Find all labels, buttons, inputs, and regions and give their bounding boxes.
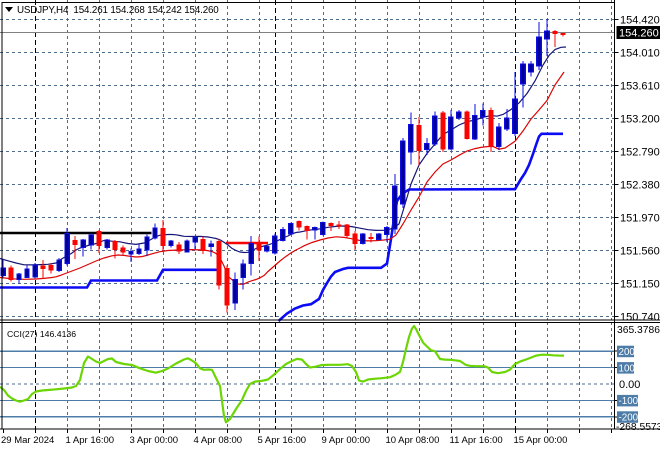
svg-text:200: 200 (619, 347, 636, 358)
svg-text:9 Apr 00:00: 9 Apr 00:00 (322, 435, 371, 446)
svg-text:151.970: 151.970 (620, 213, 660, 225)
svg-text:153.610: 153.610 (620, 81, 660, 93)
svg-text:152.380: 152.380 (620, 180, 660, 192)
svg-text:10 Apr 08:00: 10 Apr 08:00 (386, 435, 440, 446)
svg-text:-268.5573: -268.5573 (616, 422, 660, 433)
svg-text:151.150: 151.150 (620, 279, 660, 291)
svg-text:154.260: 154.260 (619, 28, 659, 40)
svg-text:5 Apr 16:00: 5 Apr 16:00 (258, 435, 307, 446)
svg-text:3 Apr 00:00: 3 Apr 00:00 (130, 435, 179, 446)
svg-text:15 Apr 00:00: 15 Apr 00:00 (514, 435, 568, 446)
svg-text:150.740: 150.740 (620, 312, 660, 324)
svg-text:154.420: 154.420 (620, 15, 660, 27)
svg-text:153.200: 153.200 (620, 114, 660, 126)
svg-text:100: 100 (619, 363, 636, 374)
svg-text:151.560: 151.560 (620, 246, 660, 258)
svg-text:152.790: 152.790 (620, 147, 660, 159)
svg-text:1 Apr 16:00: 1 Apr 16:00 (66, 435, 115, 446)
svg-text:CCI(27) 146.4136: CCI(27) 146.4136 (7, 329, 76, 339)
svg-text:365.3786: 365.3786 (617, 325, 660, 336)
svg-text:0.00: 0.00 (619, 379, 640, 391)
svg-text:USDJPY,H4 154.261 154.268 154: USDJPY,H4 154.261 154.268 154.242 154.26… (17, 5, 219, 16)
svg-text:11 Apr 16:00: 11 Apr 16:00 (450, 435, 503, 446)
svg-text:-100: -100 (619, 396, 639, 407)
svg-text:-200: -200 (619, 413, 639, 424)
svg-text:29 Mar 2024: 29 Mar 2024 (1, 435, 54, 446)
svg-text:154.010: 154.010 (620, 48, 660, 60)
svg-text:4 Apr 08:00: 4 Apr 08:00 (194, 435, 243, 446)
